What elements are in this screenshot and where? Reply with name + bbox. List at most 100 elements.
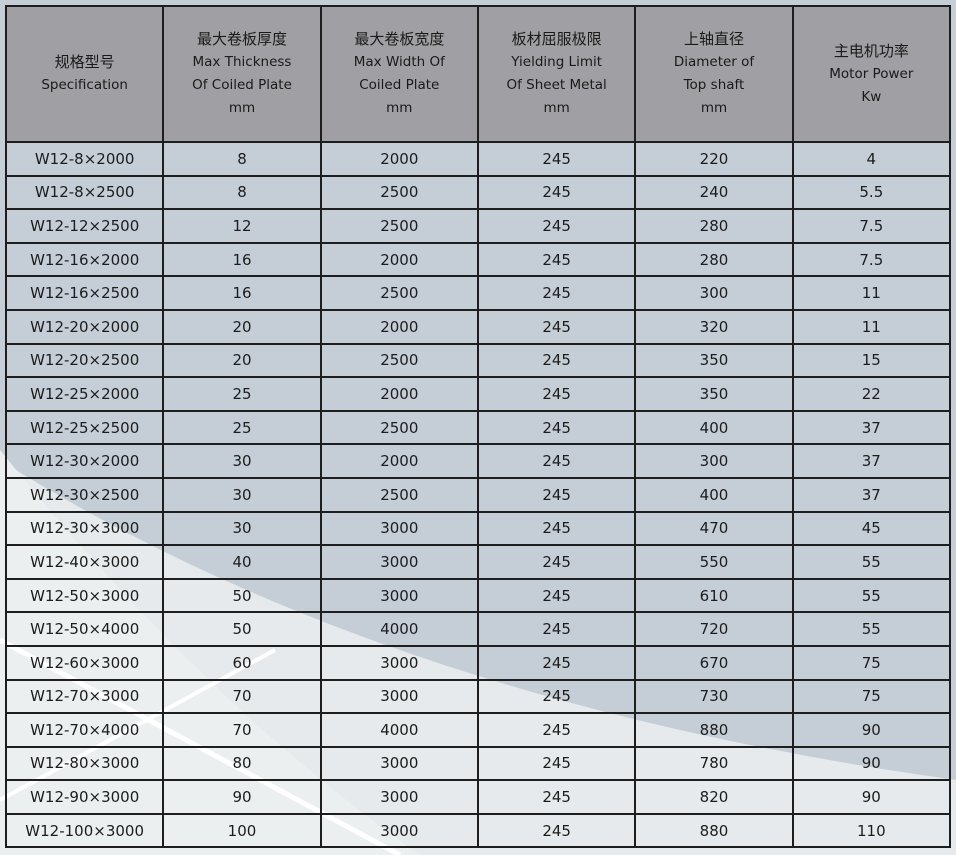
header-top-shaft-diameter: 上轴直径 Diameter of Top shaft mm bbox=[634, 5, 794, 143]
header-en-label: Max Width Of bbox=[353, 54, 445, 70]
cell-yield-limit: 245 bbox=[476, 544, 637, 580]
cell-motor-power: 90 bbox=[791, 779, 952, 815]
cell-motor-power: 55 bbox=[791, 577, 952, 614]
cell-max-width: 2500 bbox=[319, 476, 479, 513]
table-row: W12-70×4000 70 4000 245 880 90 bbox=[4, 712, 952, 748]
cell-motor-power: 22 bbox=[791, 376, 952, 412]
specification-table: 规格型号 Specification 最大卷板厚度 Max Thickness Of C… bbox=[4, 5, 952, 849]
header-cn-label: 规格型号 bbox=[54, 53, 115, 71]
cell-max-width: 2500 bbox=[319, 409, 479, 446]
cell-yield-limit: 245 bbox=[476, 342, 637, 379]
table-row: W12-90×3000 90 3000 245 820 90 bbox=[4, 779, 952, 815]
cell-motor-power: 37 bbox=[791, 476, 952, 513]
cell-motor-power: 11 bbox=[791, 308, 952, 345]
table-row: W12-100×3000 100 3000 245 880 110 bbox=[4, 812, 952, 849]
cell-max-width: 2500 bbox=[319, 342, 479, 379]
table-row: W12-60×3000 60 3000 245 670 75 bbox=[4, 644, 952, 681]
cell-top-shaft-diameter: 280 bbox=[634, 241, 794, 278]
cell-max-thickness: 100 bbox=[162, 812, 322, 849]
cell-max-width: 2000 bbox=[319, 141, 479, 177]
cell-max-thickness: 50 bbox=[162, 611, 322, 647]
cell-max-width: 2000 bbox=[319, 443, 479, 479]
cell-motor-power: 7.5 bbox=[791, 208, 952, 244]
cell-specification: W12-12×2500 bbox=[4, 208, 165, 244]
header-cn-label: 最大卷板宽度 bbox=[354, 30, 445, 48]
header-en-label: mm bbox=[386, 100, 413, 116]
cell-top-shaft-diameter: 240 bbox=[634, 174, 794, 211]
cell-specification: W12-50×3000 bbox=[4, 577, 165, 614]
cell-max-thickness: 80 bbox=[162, 745, 322, 782]
cell-max-width: 3000 bbox=[319, 510, 479, 547]
cell-top-shaft-diameter: 280 bbox=[634, 208, 794, 244]
cell-top-shaft-diameter: 300 bbox=[634, 443, 794, 479]
cell-max-thickness: 16 bbox=[162, 241, 322, 278]
cell-top-shaft-diameter: 820 bbox=[634, 779, 794, 815]
cell-max-thickness: 30 bbox=[162, 476, 322, 513]
table-row: W12-16×2500 16 2500 245 300 11 bbox=[4, 275, 952, 311]
cell-motor-power: 55 bbox=[791, 611, 952, 647]
cell-max-width: 3000 bbox=[319, 644, 479, 681]
header-cn-label: 主电机功率 bbox=[833, 41, 909, 60]
cell-top-shaft-diameter: 300 bbox=[634, 275, 794, 311]
header-en-label: mm bbox=[700, 100, 728, 116]
cell-top-shaft-diameter: 670 bbox=[634, 644, 794, 681]
header-en-label: Kw bbox=[861, 88, 882, 105]
cell-max-width: 2500 bbox=[319, 208, 479, 244]
cell-specification: W12-30×2500 bbox=[4, 476, 165, 513]
cell-specification: W12-80×3000 bbox=[4, 745, 165, 782]
header-max-width: 最大卷板宽度 Max Width Of Coiled Plate mm bbox=[319, 5, 479, 143]
cell-max-thickness: 8 bbox=[162, 141, 322, 177]
cell-top-shaft-diameter: 880 bbox=[634, 812, 794, 849]
cell-max-thickness: 16 bbox=[162, 275, 322, 311]
cell-yield-limit: 245 bbox=[476, 308, 637, 345]
cell-motor-power: 90 bbox=[791, 712, 952, 748]
cell-yield-limit: 245 bbox=[476, 510, 637, 547]
cell-top-shaft-diameter: 780 bbox=[634, 745, 794, 782]
header-cn-label: 上轴直径 bbox=[683, 30, 744, 48]
cell-max-thickness: 12 bbox=[162, 208, 322, 244]
cell-max-width: 2500 bbox=[319, 275, 479, 311]
cell-yield-limit: 245 bbox=[476, 812, 637, 849]
header-en-label: Top shaft bbox=[683, 77, 745, 93]
cell-motor-power: 37 bbox=[791, 443, 952, 479]
cell-specification: W12-100×3000 bbox=[4, 812, 165, 849]
table-row: W12-30×2500 30 2500 245 400 37 bbox=[4, 476, 952, 513]
cell-max-thickness: 50 bbox=[162, 577, 322, 614]
cell-max-thickness: 8 bbox=[162, 174, 322, 211]
cell-specification: W12-20×2500 bbox=[4, 342, 165, 379]
table-row: W12-25×2500 25 2500 245 400 37 bbox=[4, 409, 952, 446]
cell-motor-power: 110 bbox=[791, 812, 952, 849]
cell-motor-power: 75 bbox=[791, 678, 952, 715]
cell-motor-power: 90 bbox=[791, 745, 952, 782]
table-row: W12-12×2500 12 2500 245 280 7.5 bbox=[4, 208, 952, 244]
cell-motor-power: 11 bbox=[791, 275, 952, 311]
header-en-label: Diameter of bbox=[673, 54, 755, 70]
cell-yield-limit: 245 bbox=[476, 476, 637, 513]
cell-max-thickness: 30 bbox=[162, 510, 322, 547]
cell-max-thickness: 30 bbox=[162, 443, 322, 479]
cell-max-thickness: 70 bbox=[162, 678, 322, 715]
table-row: W12-50×3000 50 3000 245 610 55 bbox=[4, 577, 952, 614]
cell-specification: W12-30×2000 bbox=[4, 443, 165, 479]
cell-max-thickness: 20 bbox=[162, 342, 322, 379]
cell-top-shaft-diameter: 320 bbox=[634, 308, 794, 345]
cell-motor-power: 45 bbox=[791, 510, 952, 547]
cell-top-shaft-diameter: 550 bbox=[634, 544, 794, 580]
table-row: W12-40×3000 40 3000 245 550 55 bbox=[4, 544, 952, 580]
cell-max-thickness: 40 bbox=[162, 544, 322, 580]
header-en-label: Motor Power bbox=[829, 65, 914, 82]
cell-specification: W12-40×3000 bbox=[4, 544, 165, 580]
cell-specification: W12-70×4000 bbox=[4, 712, 165, 748]
cell-max-width: 3000 bbox=[319, 577, 479, 614]
cell-yield-limit: 245 bbox=[476, 174, 637, 211]
table-row: W12-30×2000 30 2000 245 300 37 bbox=[4, 443, 952, 479]
cell-max-thickness: 60 bbox=[162, 644, 322, 681]
cell-motor-power: 7.5 bbox=[791, 241, 952, 278]
cell-yield-limit: 245 bbox=[476, 275, 637, 311]
table-row: W12-70×3000 70 3000 245 730 75 bbox=[4, 678, 952, 715]
cell-yield-limit: 245 bbox=[476, 779, 637, 815]
header-cn-label: 最大卷板厚度 bbox=[196, 30, 287, 48]
cell-yield-limit: 245 bbox=[476, 376, 637, 412]
cell-max-width: 2500 bbox=[319, 174, 479, 211]
cell-top-shaft-diameter: 730 bbox=[634, 678, 794, 715]
